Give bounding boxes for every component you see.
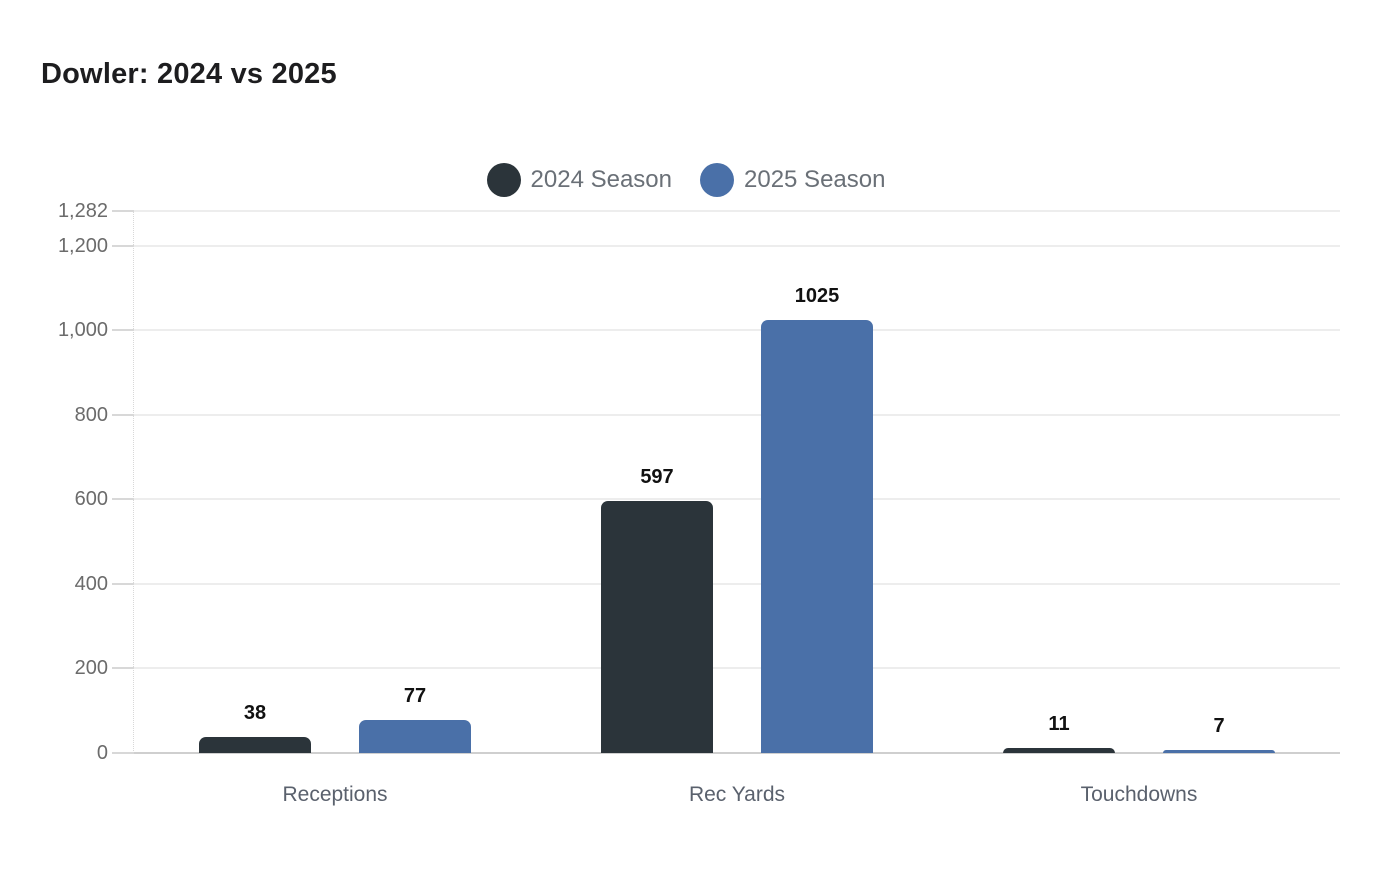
y-tick-mark-1-282 xyxy=(112,210,134,212)
y-tick-mark-400 xyxy=(112,583,134,585)
legend-circle-marker-icon xyxy=(486,163,521,197)
gridline-600 xyxy=(134,498,1340,500)
y-tick-mark-1-000 xyxy=(112,329,134,331)
y-axis-line xyxy=(133,211,134,753)
bar-2025-season-receptions xyxy=(359,720,471,753)
y-tick-mark-600 xyxy=(112,498,134,500)
legend-label-2025-season: 2025 Season xyxy=(744,166,886,193)
gridline-1-282 xyxy=(134,210,1340,212)
value-label-2024-season-receptions: 38 xyxy=(243,702,267,724)
y-tick-label-0: 0 xyxy=(96,742,108,764)
y-tick-mark-200 xyxy=(112,667,134,669)
legend-label-2024-season: 2024 Season xyxy=(530,166,672,193)
bar-2024-season-touchdowns xyxy=(1003,748,1115,753)
y-tick-label-1-000: 1,000 xyxy=(57,319,108,341)
y-tick-mark-0 xyxy=(112,752,134,754)
x-axis-label-receptions: Receptions xyxy=(282,783,388,806)
bar-2024-season-rec-yards xyxy=(601,501,713,753)
value-label-2025-season-rec-yards: 1025 xyxy=(794,285,840,307)
y-tick-label-1-200: 1,200 xyxy=(57,235,108,257)
gridline-1-200 xyxy=(134,245,1340,247)
bar-2025-season-touchdowns xyxy=(1163,750,1275,753)
gridline-800 xyxy=(134,414,1340,416)
bar-2025-season-rec-yards xyxy=(761,320,873,753)
value-label-2024-season-touchdowns: 11 xyxy=(1048,713,1070,735)
chart-title: Dowler: 2024 vs 2025 xyxy=(41,58,337,90)
legend: 2024 Season 2025 Season xyxy=(0,158,1386,202)
x-axis-label-touchdowns: Touchdowns xyxy=(1080,783,1198,806)
y-tick-label-400: 400 xyxy=(74,573,108,595)
legend-item-2024-season[interactable]: 2024 Season xyxy=(486,163,672,197)
x-axis-label-rec-yards: Rec Yards xyxy=(688,783,786,806)
gridline-400 xyxy=(134,583,1340,585)
y-tick-label-800: 800 xyxy=(74,404,108,426)
gridline-1-000 xyxy=(134,329,1340,331)
y-tick-mark-1-200 xyxy=(112,245,134,247)
value-label-2025-season-touchdowns: 7 xyxy=(1213,715,1225,737)
bar-2024-season-receptions xyxy=(199,737,311,753)
value-label-2024-season-rec-yards: 597 xyxy=(640,466,674,488)
legend-item-2025-season[interactable]: 2025 Season xyxy=(700,163,885,197)
y-tick-label-1-282: 1,282 xyxy=(57,200,108,222)
value-label-2025-season-receptions: 77 xyxy=(403,685,427,707)
y-tick-label-200: 200 xyxy=(74,657,108,679)
y-tick-mark-800 xyxy=(112,414,134,416)
legend-circle-marker-icon xyxy=(700,163,734,197)
y-tick-label-600: 600 xyxy=(74,488,108,510)
x-axis-baseline xyxy=(134,752,1340,754)
gridline-200 xyxy=(134,667,1340,669)
